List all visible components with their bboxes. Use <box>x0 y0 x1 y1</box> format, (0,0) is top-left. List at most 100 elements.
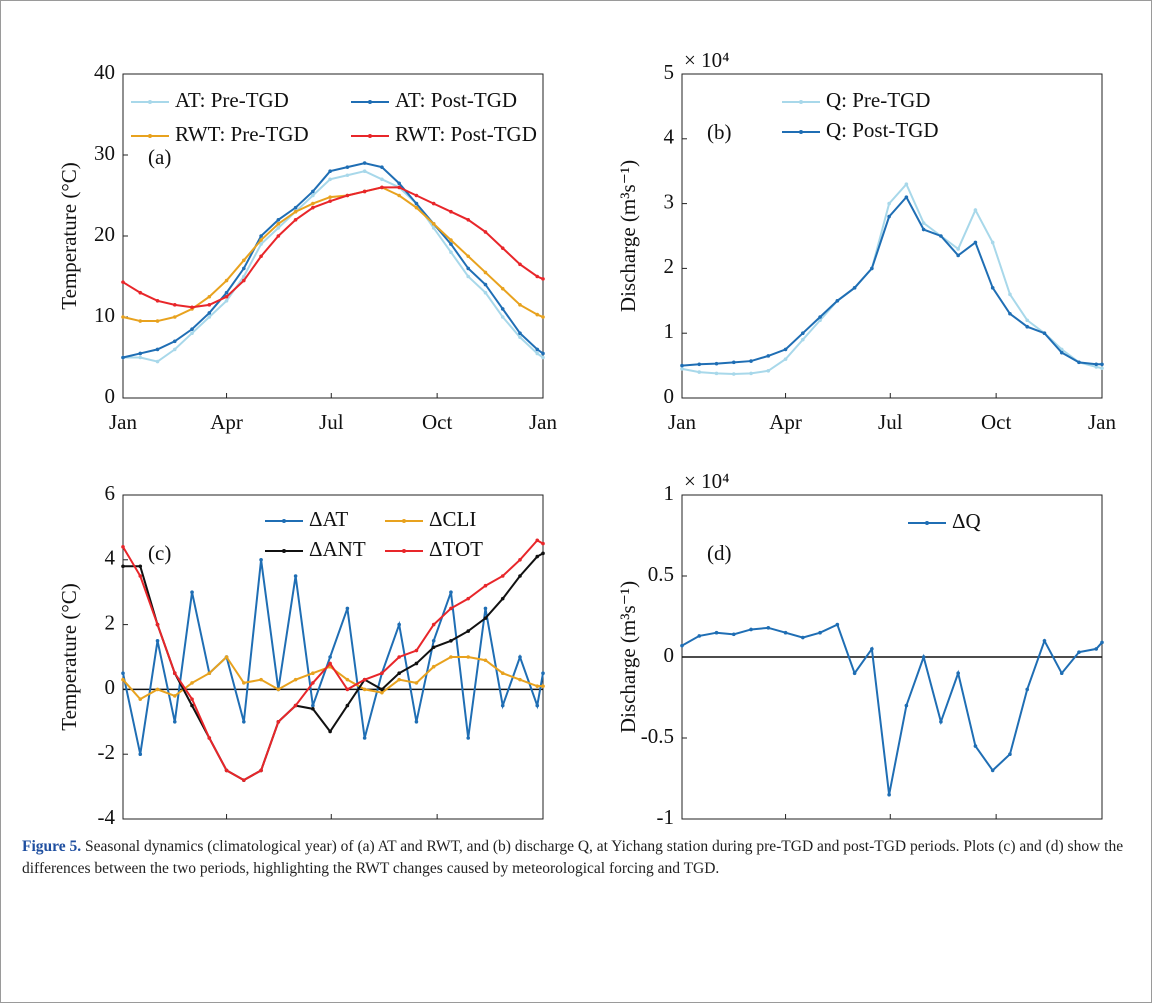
point-marker <box>921 655 926 659</box>
point-marker <box>155 319 160 323</box>
point-marker <box>328 169 332 173</box>
point-marker <box>155 347 160 352</box>
point-marker <box>535 351 540 356</box>
y-tick-label: -2 <box>98 740 116 764</box>
point-marker <box>449 590 453 594</box>
point-marker <box>362 687 367 692</box>
point-marker <box>311 205 315 210</box>
point-marker <box>466 736 471 740</box>
point-marker <box>783 357 788 361</box>
point-marker <box>172 671 177 675</box>
series-line <box>122 186 544 323</box>
y-tick-label: 0.5 <box>648 562 674 586</box>
point-marker <box>121 671 125 675</box>
point-marker <box>500 596 505 601</box>
point-marker <box>276 234 281 238</box>
point-marker <box>1077 650 1081 654</box>
y-tick-label: 4 <box>105 546 116 570</box>
point-marker <box>259 238 263 242</box>
point-marker <box>449 639 453 643</box>
point-marker <box>887 201 891 206</box>
point-marker <box>328 655 332 659</box>
point-marker <box>973 240 978 245</box>
point-marker <box>870 266 874 271</box>
point-marker <box>276 687 281 692</box>
point-marker <box>293 218 298 222</box>
y-tick-label: -4 <box>98 805 116 829</box>
exponent-label: × 10⁴ <box>684 469 729 493</box>
point-marker <box>414 648 419 653</box>
point-marker <box>535 312 540 317</box>
point-marker <box>449 655 453 659</box>
point-marker <box>242 720 246 724</box>
point-marker <box>242 778 246 782</box>
point-marker <box>190 590 194 594</box>
point-marker <box>207 315 212 319</box>
point-marker <box>155 639 160 643</box>
point-marker <box>518 303 522 307</box>
point-marker <box>535 538 540 543</box>
point-marker <box>921 227 926 232</box>
point-marker <box>380 177 384 182</box>
point-marker <box>466 596 471 601</box>
point-marker <box>466 655 471 659</box>
axes-box <box>122 494 544 820</box>
point-marker <box>121 355 125 360</box>
x-tick-label: Apr <box>769 410 802 434</box>
point-marker <box>466 254 471 259</box>
point-marker <box>904 182 909 186</box>
point-marker <box>362 189 367 194</box>
point-marker <box>1025 318 1030 323</box>
legend-marker <box>148 134 152 138</box>
point-marker <box>697 634 702 638</box>
caption-label: Figure 5. <box>22 838 82 855</box>
point-marker <box>466 629 471 633</box>
point-marker <box>535 554 540 559</box>
point-marker <box>311 707 315 711</box>
point-marker <box>887 214 891 219</box>
point-marker <box>242 278 246 283</box>
point-marker <box>397 193 401 198</box>
point-marker <box>190 331 194 336</box>
point-marker <box>766 626 771 630</box>
point-marker <box>207 671 212 675</box>
point-marker <box>224 299 229 303</box>
point-marker <box>380 165 384 169</box>
legend-label: AT: Pre-TGD <box>175 88 289 112</box>
point-marker <box>328 661 332 666</box>
point-marker <box>259 234 263 238</box>
point-marker <box>483 606 488 611</box>
point-marker <box>362 677 367 682</box>
point-marker <box>714 361 719 366</box>
point-marker <box>518 655 522 659</box>
point-marker <box>345 687 350 692</box>
point-marker <box>483 270 488 275</box>
point-marker <box>535 347 540 352</box>
point-marker <box>783 630 788 635</box>
point-marker <box>956 671 960 675</box>
y-tick-label: 40 <box>94 60 115 84</box>
point-marker <box>541 684 545 688</box>
point-marker <box>207 736 212 740</box>
point-marker <box>328 199 332 203</box>
point-marker <box>466 218 471 222</box>
point-marker <box>973 208 978 212</box>
point-marker <box>414 193 419 198</box>
point-marker <box>345 165 350 169</box>
point-marker <box>680 367 684 371</box>
point-marker <box>697 362 702 367</box>
point-marker <box>500 307 505 311</box>
point-marker <box>397 671 401 675</box>
point-marker <box>276 218 281 222</box>
point-marker <box>224 278 229 283</box>
point-marker <box>242 258 246 263</box>
series-line <box>681 195 1102 367</box>
point-marker <box>259 254 263 259</box>
point-marker <box>293 209 298 214</box>
point-marker <box>155 622 160 627</box>
point-marker <box>541 671 545 675</box>
point-marker <box>870 647 874 651</box>
point-marker <box>328 177 332 182</box>
point-marker <box>818 318 822 323</box>
